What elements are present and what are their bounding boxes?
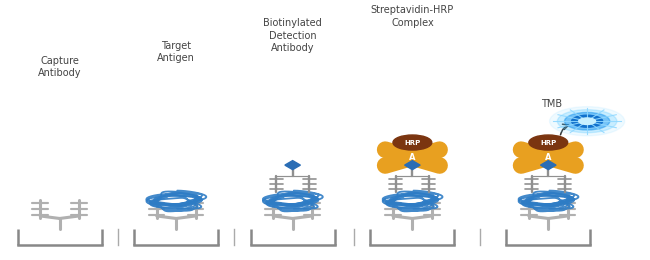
Polygon shape: [404, 161, 420, 170]
Circle shape: [564, 112, 610, 130]
Text: Biotinylated
Detection
Antibody: Biotinylated Detection Antibody: [263, 18, 322, 53]
Circle shape: [571, 115, 603, 127]
Text: A: A: [545, 153, 552, 162]
Circle shape: [557, 110, 617, 133]
Text: TMB: TMB: [541, 99, 562, 109]
Circle shape: [550, 107, 625, 136]
Polygon shape: [285, 161, 300, 170]
Circle shape: [578, 118, 595, 125]
Text: A: A: [409, 153, 415, 162]
Text: HRP: HRP: [404, 140, 421, 146]
Text: Target
Antigen: Target Antigen: [157, 41, 195, 63]
Text: HRP: HRP: [540, 140, 556, 146]
Circle shape: [393, 135, 432, 150]
Circle shape: [529, 135, 567, 150]
Text: Capture
Antibody: Capture Antibody: [38, 56, 81, 78]
Text: Streptavidin-HRP
Complex: Streptavidin-HRP Complex: [370, 5, 454, 28]
Polygon shape: [541, 161, 556, 170]
